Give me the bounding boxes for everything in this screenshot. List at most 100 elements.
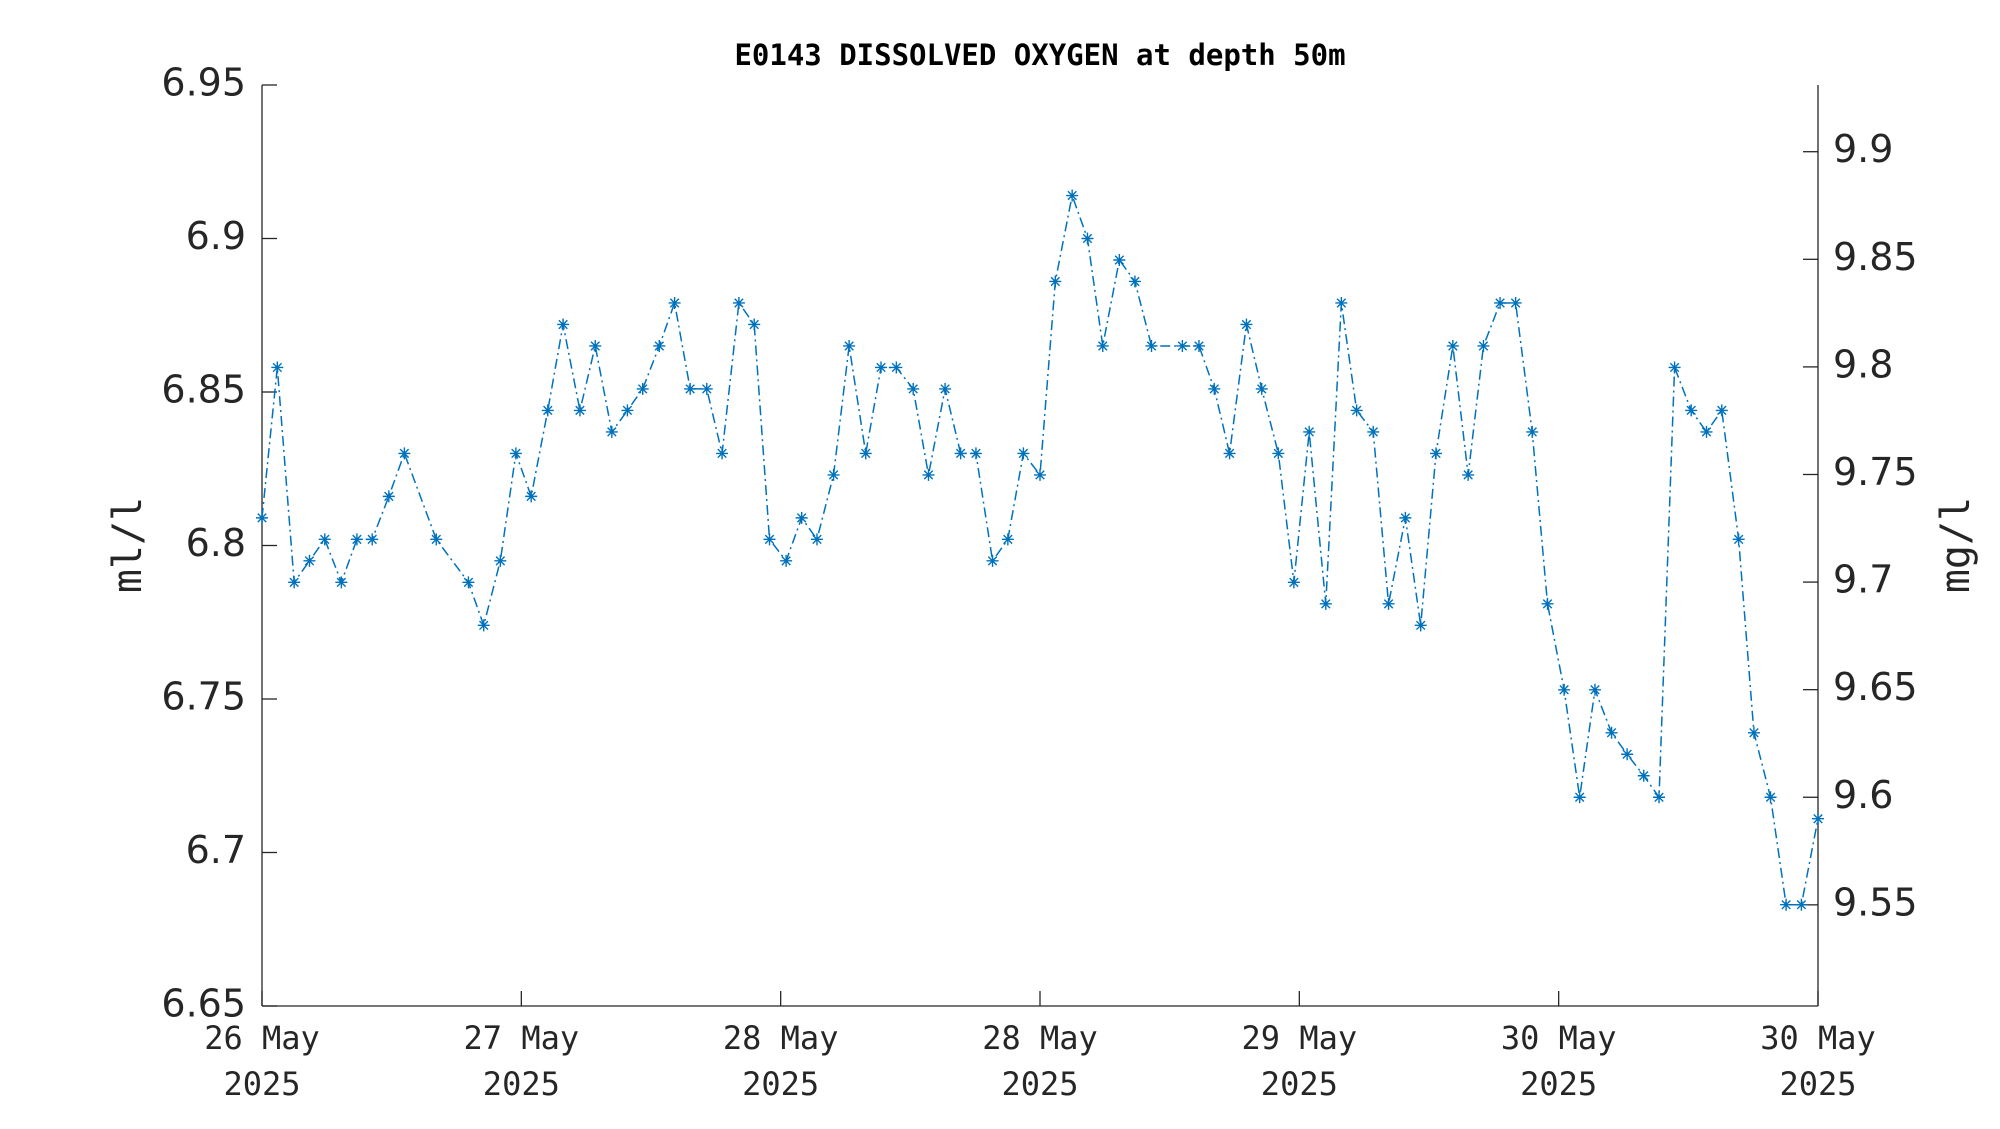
x-tick-label: 2025 [1001,1065,1078,1103]
data-point [1113,253,1126,266]
data-point [748,318,761,331]
data-point [954,447,967,460]
x-tick-label: 2025 [742,1065,819,1103]
data-point [1430,447,1442,460]
y2-tick-label: 9.75 [1833,450,1918,494]
y2-tick-label: 9.7 [1833,558,1893,602]
data-point [1685,404,1698,417]
data-point [922,468,935,481]
data-point [1812,812,1824,825]
y-tick-label: 6.7 [186,828,246,872]
data-point [318,533,331,546]
y2-tick-label: 9.6 [1833,773,1893,817]
data-point [1558,683,1571,696]
data-point [525,490,538,503]
data-point [256,511,268,524]
data-point [1462,468,1475,481]
x-tick-label: 2025 [1520,1065,1597,1103]
data-point [1081,232,1094,245]
data-point [1637,769,1650,782]
y-tick-label: 6.95 [161,61,246,105]
x-tick-label: 28 May [723,1019,839,1057]
data-point [1414,619,1427,632]
data-point [653,339,666,352]
data-point [1066,189,1079,202]
data-point [1621,748,1634,761]
data-point [1446,339,1459,352]
data-point [1350,404,1363,417]
data-point [1145,339,1158,352]
data-point [890,361,903,374]
data-point [1780,898,1793,911]
data-point [605,425,618,438]
y2-tick-label: 9.55 [1833,880,1918,924]
y-tick-label: 6.8 [186,521,246,565]
data-point [1208,382,1221,395]
data-point [589,339,602,352]
data-point [303,554,316,567]
y2-tick-label: 9.8 [1833,342,1893,386]
data-point [430,533,443,546]
data-point [621,404,634,417]
data-point [1715,404,1728,417]
data-point [1335,296,1348,309]
data-point [875,361,888,374]
data-point [1176,339,1189,352]
data-point [1795,898,1808,911]
data-point [810,533,823,546]
data-point [335,576,348,589]
data-point [716,447,729,460]
x-tick-label: 2025 [1261,1065,1338,1103]
data-line [261,192,1819,906]
data-point [1287,576,1300,589]
chart-title: E0143 DISSOLVED OXYGEN at depth 50m [734,38,1345,72]
data-point [843,339,856,352]
data-point [382,490,395,503]
data-point [1319,597,1332,610]
x-tick-label: 30 May [1501,1019,1617,1057]
data-point [1399,511,1412,524]
x-tick-label: 28 May [982,1019,1098,1057]
y-tick-label: 6.9 [186,214,246,258]
data-point [636,382,649,395]
data-point [684,382,697,395]
data-point [1255,382,1268,395]
data-point [1034,468,1046,481]
x-tick-label: 29 May [1242,1019,1358,1057]
y2-tick-label: 9.9 [1833,127,1893,171]
data-point [1509,296,1522,309]
data-point [1653,791,1666,804]
data-point [1477,339,1490,352]
data-point [557,318,570,331]
data-point [541,404,554,417]
data-point [1494,296,1507,309]
data-point [350,533,363,546]
data-point [859,447,872,460]
data-point [1272,447,1285,460]
x-tick-label: 27 May [464,1019,580,1057]
data-point [1382,597,1395,610]
data-point [907,382,920,395]
data-point [763,533,776,546]
data-point [827,468,840,481]
data-point [1192,339,1205,352]
y-tick-label: 6.65 [161,982,246,1026]
y-tick-label: 6.85 [161,368,246,412]
data-point [1605,726,1618,739]
data-point [288,576,301,589]
data-point [1700,425,1713,438]
data-point [1541,597,1554,610]
data-point [1747,726,1760,739]
data-point [398,447,411,460]
data-point [1668,361,1681,374]
data-point [1367,425,1380,438]
data-point [366,533,379,546]
data-point [668,296,681,309]
data-point [1303,425,1316,438]
data-point [795,511,808,524]
data-point [780,554,793,567]
data-point [1223,447,1236,460]
data-point [1049,275,1062,288]
x-tick-label: 26 May [204,1019,320,1057]
